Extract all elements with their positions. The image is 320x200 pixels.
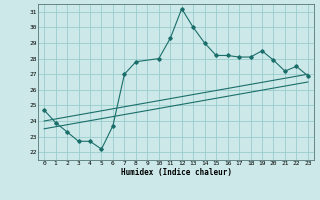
X-axis label: Humidex (Indice chaleur): Humidex (Indice chaleur) [121, 168, 231, 177]
